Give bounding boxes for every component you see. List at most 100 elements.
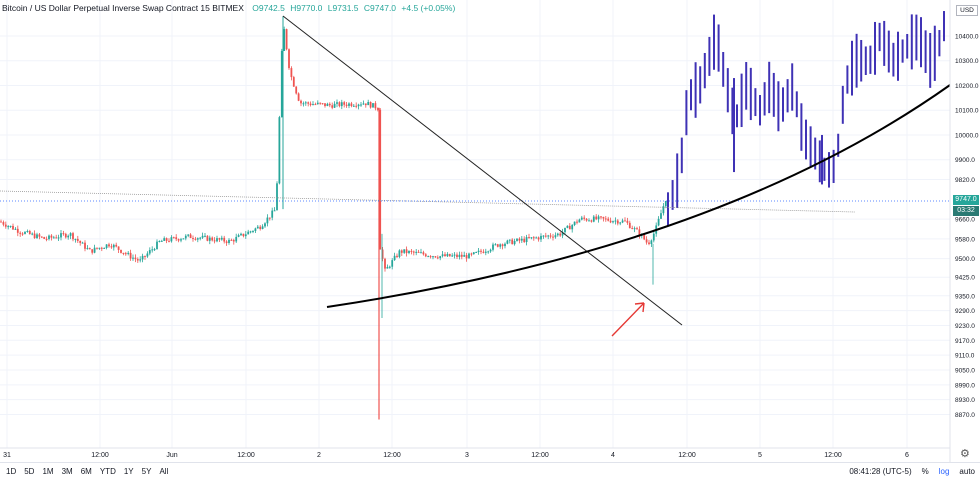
time-tick: 12:00 (531, 452, 549, 459)
time-tick: Jun (166, 452, 177, 459)
candle-body (528, 237, 530, 239)
percent-toggle[interactable]: % (921, 467, 929, 476)
candle-body (285, 29, 288, 50)
price-tick: 8930.0 (955, 397, 975, 404)
candle-body (412, 251, 415, 253)
candle-body (259, 226, 262, 230)
candle-body (542, 235, 545, 237)
red-arrow-icon[interactable] (611, 302, 645, 337)
candle-body (446, 253, 449, 257)
candle-body (417, 251, 420, 253)
candle-body (388, 266, 391, 268)
candle-body (400, 250, 403, 253)
candles (0, 16, 667, 420)
candle-body (616, 220, 619, 224)
candle-body (230, 239, 233, 241)
candle-body (48, 235, 50, 240)
candle-body (621, 220, 624, 223)
candle-body (333, 103, 336, 108)
candle-body (247, 231, 250, 235)
chart-canvas[interactable]: 10400.0 10300.0 10200.0 10100.0 10000.0 9900.… (0, 0, 980, 462)
price-tick: 8990.0 (955, 382, 975, 389)
candle-body (177, 239, 180, 241)
candle-body (660, 213, 662, 219)
gear-icon[interactable]: ⚙ (960, 448, 970, 460)
currency-badge[interactable]: USD (956, 5, 978, 16)
change-value: +4.5 (+0.05%) (401, 3, 456, 13)
candle-body (163, 238, 166, 241)
candle-body (211, 237, 214, 241)
price-axis[interactable]: 10400.0 10300.0 10200.0 10100.0 10000.0 9900.… (949, 0, 980, 462)
auto-toggle[interactable]: auto (959, 467, 975, 476)
price-tick: 9820.0 (955, 177, 975, 184)
candle-body (612, 221, 614, 223)
candle-body (129, 252, 132, 259)
candle-body (410, 250, 413, 252)
candle-body (590, 220, 593, 222)
range-1y[interactable]: 1Y (123, 467, 134, 476)
candle-body (45, 238, 48, 240)
range-6m[interactable]: 6M (80, 467, 92, 476)
candle-body (0, 221, 2, 223)
range-5d[interactable]: 5D (24, 467, 35, 476)
candle-body (60, 233, 62, 238)
candle-body (652, 233, 655, 241)
candle-body (631, 228, 634, 230)
candle-body (352, 105, 355, 107)
candle-body (501, 244, 504, 247)
candle-body (103, 247, 106, 249)
candle-body (650, 240, 653, 245)
candle-body (540, 235, 542, 240)
log-toggle[interactable]: log (938, 467, 950, 476)
range-all[interactable]: All (159, 467, 169, 476)
candle-body (146, 253, 149, 257)
candle-body (204, 235, 206, 237)
candle-body (115, 244, 118, 247)
candle-body (254, 228, 257, 232)
candle-body (345, 104, 348, 106)
candle-body (384, 258, 386, 269)
candle-body (451, 255, 454, 257)
price-tick: 9500.0 (955, 256, 975, 263)
candle-body (338, 102, 341, 107)
candle-body (559, 233, 562, 236)
candle-body (16, 228, 19, 233)
time-tick: 3 (465, 452, 469, 459)
candle-body (600, 216, 602, 218)
candle-body (532, 237, 535, 239)
symbol-title[interactable]: Bitcoin / US Dollar Perpetual Inverse Sw… (2, 3, 244, 13)
candle-body (367, 102, 370, 106)
candle-body (595, 216, 598, 220)
clock[interactable]: 08:41:28 (UTC-5) (849, 467, 912, 476)
candle-body (50, 235, 53, 238)
candle-body (350, 103, 353, 106)
range-1d[interactable]: 1D (6, 467, 17, 476)
price-tick: 9900.0 (955, 157, 975, 164)
range-1m[interactable]: 1M (42, 467, 54, 476)
candle-body (326, 103, 329, 107)
candle-body (580, 217, 583, 220)
range-3m[interactable]: 3M (61, 467, 73, 476)
countdown-badge: 03:32 (953, 206, 979, 216)
candle-body (21, 233, 24, 235)
candle-body (415, 251, 418, 253)
open-value: O9742.5 (252, 3, 285, 13)
candle-body (525, 237, 528, 243)
horizontal-line[interactable] (0, 190, 856, 213)
descending-trendline[interactable] (282, 15, 683, 326)
candle-body (240, 233, 242, 236)
price-tick: 9425.0 (955, 275, 975, 282)
candle-body (88, 248, 91, 250)
candle-body (261, 226, 264, 230)
candle-body (583, 217, 586, 219)
ascending-curve[interactable] (326, 84, 951, 308)
range-5y[interactable]: 5Y (141, 467, 152, 476)
candle-body (292, 77, 295, 87)
candle-body (386, 266, 389, 269)
time-axis[interactable]: 31 12:00 Jun 12:00 2 12:00 3 12:00 4 12:00 5 12:00 6 (0, 447, 950, 459)
time-tick: 4 (611, 452, 615, 459)
candle-body (475, 251, 478, 253)
drawings (0, 15, 951, 337)
candle-body (105, 244, 108, 248)
range-ytd[interactable]: YTD (99, 467, 116, 476)
